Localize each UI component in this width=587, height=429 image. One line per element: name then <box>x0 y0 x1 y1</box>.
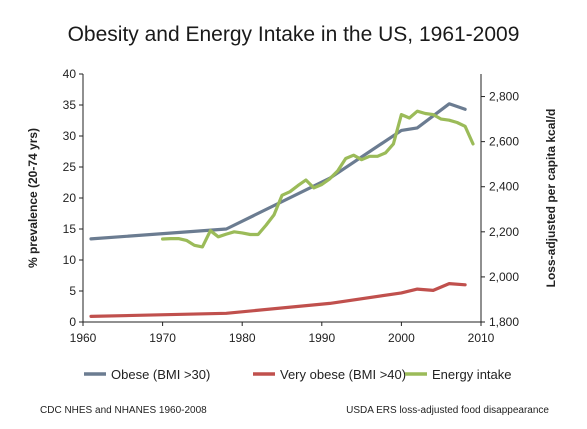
y-tick-label-right: 2,800 <box>489 90 519 104</box>
legend: Obese (BMI >30) Very obese (BMI >40) Energ… <box>84 367 512 382</box>
legend-label-3: Energy intake <box>432 367 512 382</box>
y-tick-label-left: 10 <box>63 253 77 267</box>
x-tick-label: 1990 <box>308 331 335 345</box>
series-line-1 <box>89 102 467 241</box>
series-line-3 <box>161 109 475 249</box>
y-tick-label-right: 2,200 <box>489 225 519 239</box>
x-tick-label: 2010 <box>468 331 495 345</box>
y-tick-label-right: 2,000 <box>489 270 519 284</box>
y-tick-label-left: 15 <box>63 222 77 236</box>
y-tick-label-right: 2,400 <box>489 180 519 194</box>
source-left: CDC NHES and NHANES 1960-2008 <box>40 405 207 416</box>
y-tick-label-left: 25 <box>63 160 77 174</box>
x-tick-label: 2000 <box>388 331 415 345</box>
y-tick-label-left: 20 <box>63 191 77 205</box>
y-tick-label-left: 0 <box>69 315 76 329</box>
y-axis-label-right: Loss-adjusted per capita kcal/d <box>544 109 558 288</box>
x-tick-label: 1960 <box>70 331 97 345</box>
source-right: USDA ERS loss-adjusted food disappearanc… <box>346 405 549 416</box>
y-tick-label-left: 5 <box>69 284 76 298</box>
legend-label-2: Very obese (BMI >40) <box>280 367 406 382</box>
series-layer <box>89 102 475 318</box>
y-tick-label-left: 40 <box>63 67 77 81</box>
y-axis-label-left: % prevalence (20-74 yrs) <box>26 128 40 268</box>
y-tick-label-right: 2,600 <box>489 135 519 149</box>
series-line-2 <box>89 282 467 318</box>
axes: 0 5 10 15 20 25 30 35 40 1,800 2,000 2,200 2,400 2,60… <box>63 67 520 345</box>
chart-title: Obesity and Energy Intake in the US, 196… <box>68 23 520 46</box>
legend-label-1: Obese (BMI >30) <box>111 367 210 382</box>
x-tick-label: 1980 <box>229 331 256 345</box>
x-tick-label: 1970 <box>149 331 176 345</box>
y-tick-label-left: 35 <box>63 98 77 112</box>
y-tick-label-left: 30 <box>63 129 77 143</box>
y-tick-label-right: 1,800 <box>489 315 519 329</box>
